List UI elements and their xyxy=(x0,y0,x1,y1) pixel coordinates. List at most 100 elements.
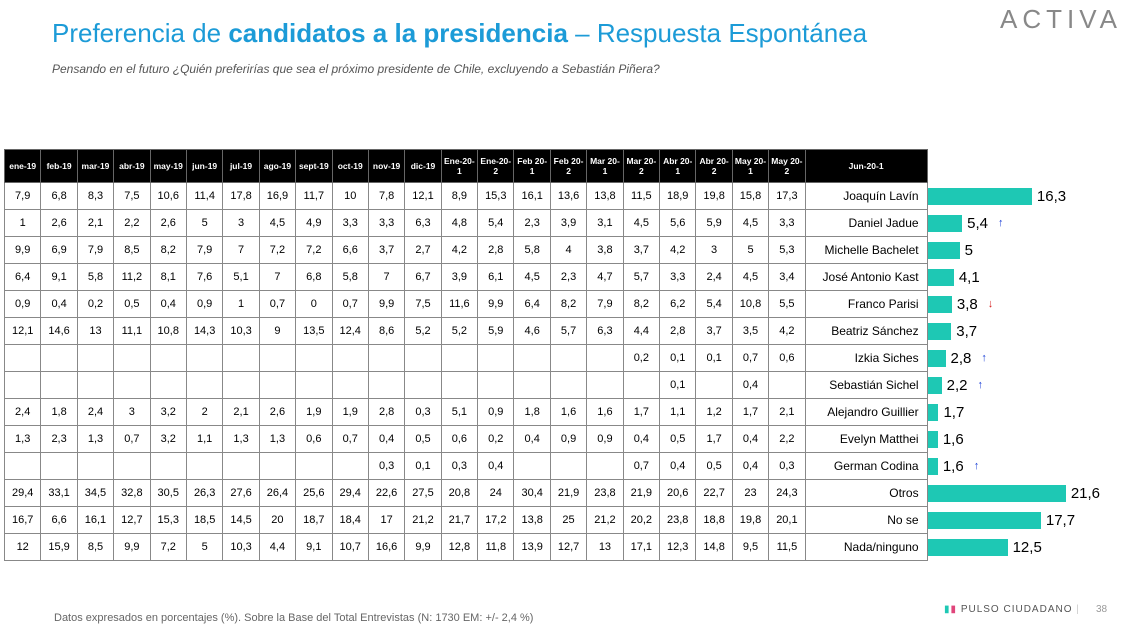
value-label: 1,6 xyxy=(942,457,964,475)
title: Preferencia de candidatos a la presidenc… xyxy=(52,18,867,49)
table-cell: 14,3 xyxy=(185,317,224,345)
column-header: mar-19 xyxy=(76,149,115,183)
table-row: 0,2 0,1 0,1 0,7 0,6 Izkia Siches 2,8 ↑ xyxy=(3,344,1138,372)
table-cell: 4,9 xyxy=(295,209,333,237)
table-cell: 0,4 xyxy=(149,290,187,318)
table-cell: 7,9 xyxy=(586,290,624,318)
table-cell: 4,6 xyxy=(513,317,551,345)
table-cell: 2,4 xyxy=(76,398,115,426)
table-cell: 2,6 xyxy=(258,398,297,426)
table-row: 16,7 6,6 16,1 12,7 15,3 18,5 14,5 20 18,7 18,4 17 2… xyxy=(3,506,1138,534)
table-cell: 6,8 xyxy=(40,182,78,210)
table-cell: 1,9 xyxy=(331,398,369,426)
table-cell: 13,8 xyxy=(513,506,551,534)
table-cell: 18,5 xyxy=(185,506,224,534)
table-cell xyxy=(586,371,624,399)
table-cell xyxy=(549,344,588,372)
table-cell: 10,7 xyxy=(331,533,369,561)
table-cell: 13,8 xyxy=(586,182,624,210)
table-cell: 3,3 xyxy=(768,209,806,237)
table-cell: 3 xyxy=(113,398,151,426)
table-cell: 11,1 xyxy=(113,317,151,345)
value-label: 4,1 xyxy=(958,268,980,286)
table-cell: 5 xyxy=(731,236,770,264)
table-cell: 16,1 xyxy=(513,182,551,210)
candidate-name: Evelyn Matthei xyxy=(804,425,928,453)
table-cell: 14,5 xyxy=(222,506,260,534)
table-cell: 9,5 xyxy=(731,533,770,561)
table-cell: 12,8 xyxy=(440,533,479,561)
candidate-name: German Codina xyxy=(804,452,928,480)
table-cell: 10,6 xyxy=(149,182,187,210)
table-cell: 7,2 xyxy=(258,236,297,264)
table-cell: 8,5 xyxy=(76,533,115,561)
table-cell: 13,9 xyxy=(513,533,551,561)
table-cell: 6,7 xyxy=(404,263,442,291)
table-cell xyxy=(549,452,588,480)
table-cell xyxy=(331,344,369,372)
bar xyxy=(927,457,938,475)
table-cell: 4,4 xyxy=(258,533,297,561)
table-cell: 4 xyxy=(549,236,588,264)
table-cell xyxy=(258,371,297,399)
table-cell: 3,5 xyxy=(731,317,770,345)
table-cell: 7,6 xyxy=(185,263,224,291)
value-label: 16,3 xyxy=(1036,187,1067,205)
bar-cell: 2,8 ↑ xyxy=(927,345,1137,372)
table-cell: 20,8 xyxy=(440,479,479,507)
table-cell xyxy=(586,452,624,480)
table-cell xyxy=(222,452,260,480)
table-cell: 2,2 xyxy=(768,425,806,453)
table-row: 2,4 1,8 2,4 3 3,2 2 2,1 2,6 1,9 1,9 2,8 0,3 5,1 0,9 1,… xyxy=(3,398,1138,426)
table-cell xyxy=(513,452,551,480)
bar-cell: 16,3 xyxy=(927,183,1137,210)
table-cell: 12 xyxy=(3,533,42,561)
table-cell: 20,6 xyxy=(659,479,697,507)
table-cell xyxy=(185,452,224,480)
table-cell: 6,6 xyxy=(40,506,78,534)
table-cell: 0,6 xyxy=(768,344,806,372)
table-cell: 4,2 xyxy=(768,317,806,345)
table-cell: 6,4 xyxy=(513,290,551,318)
table-cell: 3,4 xyxy=(768,263,806,291)
table-cell: 2,1 xyxy=(222,398,260,426)
table-cell xyxy=(367,344,406,372)
table-cell: 29,4 xyxy=(3,479,42,507)
table-cell xyxy=(40,371,78,399)
column-header: Abr 20-2 xyxy=(695,149,733,183)
table-cell: 5,5 xyxy=(768,290,806,318)
column-header: Mar 20-2 xyxy=(622,149,661,183)
table-cell: 24,3 xyxy=(768,479,806,507)
table-cell: 8,3 xyxy=(76,182,115,210)
trend-arrow: ↑ xyxy=(977,379,984,391)
column-header: Abr 20-1 xyxy=(659,149,697,183)
table-cell: 5,9 xyxy=(695,209,733,237)
value-label: 1,7 xyxy=(943,403,965,421)
table-cell: 4,2 xyxy=(440,236,479,264)
column-header: abr-19 xyxy=(113,149,151,183)
table-cell: 0,9 xyxy=(185,290,224,318)
bar xyxy=(927,187,1032,205)
candidate-name: Franco Parisi xyxy=(804,290,928,318)
table-cell: 4,7 xyxy=(586,263,624,291)
candidate-name: No se xyxy=(804,506,928,534)
table-cell xyxy=(76,452,115,480)
title-part: candidatos a la presidencia xyxy=(228,18,568,48)
table-cell: 8,9 xyxy=(440,182,479,210)
table-cell: 1,3 xyxy=(222,425,260,453)
table-cell: 2,7 xyxy=(404,236,442,264)
table-cell: 32,8 xyxy=(113,479,151,507)
table-cell: 5,8 xyxy=(331,263,369,291)
table-cell: 9,1 xyxy=(295,533,333,561)
table-cell: 20,1 xyxy=(768,506,806,534)
table-cell: 7,8 xyxy=(367,182,406,210)
table-cell: 0,6 xyxy=(295,425,333,453)
table-cell: 3,3 xyxy=(367,209,406,237)
table-cell xyxy=(258,344,297,372)
table-cell: 0,4 xyxy=(731,425,770,453)
table-cell: 8,5 xyxy=(113,236,151,264)
table-cell: 5,7 xyxy=(622,263,661,291)
table-cell: 1,6 xyxy=(586,398,624,426)
column-header: may-19 xyxy=(149,149,187,183)
table-cell: 0,5 xyxy=(404,425,442,453)
